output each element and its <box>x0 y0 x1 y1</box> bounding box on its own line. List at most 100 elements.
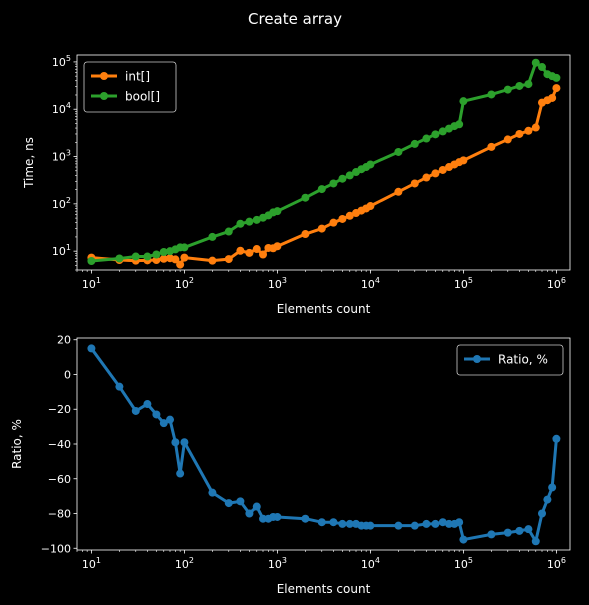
data-point <box>317 224 326 233</box>
data-point <box>301 514 310 523</box>
data-point <box>487 142 496 151</box>
chart-1: 101 102 103 104 105 106101102103104105Element… <box>22 54 571 316</box>
x-tick-label-base: 10 <box>547 278 561 291</box>
y-tick-label: 0 <box>64 368 71 381</box>
data-point <box>524 80 533 89</box>
data-point <box>301 193 310 202</box>
data-point <box>224 227 233 236</box>
legend-marker <box>100 92 108 100</box>
series-Ratio, % <box>87 344 561 546</box>
data-point <box>438 518 447 527</box>
data-point <box>366 202 375 211</box>
data-point <box>531 537 540 546</box>
data-point <box>131 252 140 261</box>
data-point <box>208 232 217 241</box>
data-point <box>531 123 540 132</box>
y-tick-label-base: 10 <box>52 103 66 116</box>
x-tick-label-exponent: 6 <box>561 556 566 565</box>
x-tick-label: 101 <box>82 556 101 571</box>
data-point <box>273 207 282 216</box>
data-point <box>224 255 233 264</box>
data-point <box>236 246 245 255</box>
x-tick-label-exponent: 2 <box>189 556 194 565</box>
data-point <box>543 495 552 504</box>
data-point <box>410 179 419 188</box>
data-point <box>345 519 354 528</box>
data-point <box>245 248 254 257</box>
y-tick-label-base: 10 <box>52 151 66 164</box>
data-point <box>515 81 524 90</box>
data-point <box>273 242 282 251</box>
y-tick-label-exponent: 2 <box>66 196 71 205</box>
legend-label: int[] <box>125 70 150 84</box>
data-point <box>515 526 524 535</box>
data-point <box>487 90 496 99</box>
data-point <box>252 502 261 511</box>
data-point <box>524 525 533 534</box>
data-point <box>487 530 496 539</box>
y-tick-label: 103 <box>52 149 71 164</box>
data-point <box>176 260 185 269</box>
axes-frame <box>76 337 571 551</box>
data-point <box>87 256 96 265</box>
data-point <box>131 406 140 415</box>
x-tick-label: 101 <box>82 276 101 291</box>
y-tick-label: −60 <box>48 473 71 486</box>
y-axis-label: Ratio, % <box>10 419 24 469</box>
x-tick-label: 102 <box>175 276 194 291</box>
data-point <box>171 255 180 264</box>
data-point <box>329 179 338 188</box>
legend: int[] bool[] <box>83 61 177 113</box>
y-tick-label-exponent: 3 <box>66 149 71 158</box>
data-point <box>422 519 431 528</box>
data-point <box>152 256 161 265</box>
data-point <box>503 528 512 537</box>
data-point <box>159 254 168 263</box>
data-point <box>176 469 185 478</box>
x-tick-label-base: 10 <box>454 278 468 291</box>
x-tick-label: 102 <box>175 556 194 571</box>
series-bool[] <box>87 58 561 265</box>
y-tick-label-base: 10 <box>52 245 66 258</box>
data-point <box>224 499 233 508</box>
data-point <box>317 185 326 194</box>
data-point <box>455 518 464 527</box>
x-tick-label-exponent: 1 <box>96 556 101 565</box>
legend: Ratio, % <box>456 344 564 376</box>
x-tick-label-exponent: 5 <box>468 276 473 285</box>
data-point <box>159 248 168 257</box>
data-point <box>180 243 189 252</box>
data-point <box>345 211 354 220</box>
legend-label: Ratio, % <box>498 353 548 367</box>
x-tick-label-exponent: 2 <box>189 276 194 285</box>
data-point <box>503 85 512 94</box>
data-point <box>180 253 189 262</box>
data-point <box>245 509 254 518</box>
data-point <box>152 250 161 259</box>
y-tick-label-exponent: 4 <box>66 101 71 110</box>
x-tick-label: 106 <box>547 276 566 291</box>
data-point <box>115 382 124 391</box>
data-point <box>338 214 347 223</box>
x-tick-label: 104 <box>361 556 380 571</box>
y-tick-label: −20 <box>48 403 71 416</box>
y-axis-label: Time, ns <box>22 137 36 189</box>
data-point <box>208 256 217 265</box>
data-point <box>329 518 338 527</box>
data-point <box>552 73 561 82</box>
x-tick-label-exponent: 1 <box>96 276 101 285</box>
data-point <box>538 63 547 72</box>
data-point <box>431 519 440 528</box>
data-point <box>329 218 338 227</box>
data-point <box>459 97 468 106</box>
x-tick-label-exponent: 4 <box>375 276 380 285</box>
y-tick-label: −80 <box>48 508 71 521</box>
data-point <box>259 250 268 259</box>
y-tick-label: 101 <box>52 243 71 258</box>
y-tick-label: 104 <box>52 101 71 116</box>
data-point <box>438 165 447 174</box>
data-point <box>87 344 96 353</box>
y-tick-label-exponent: 5 <box>66 54 71 63</box>
x-tick-label-base: 10 <box>268 278 282 291</box>
